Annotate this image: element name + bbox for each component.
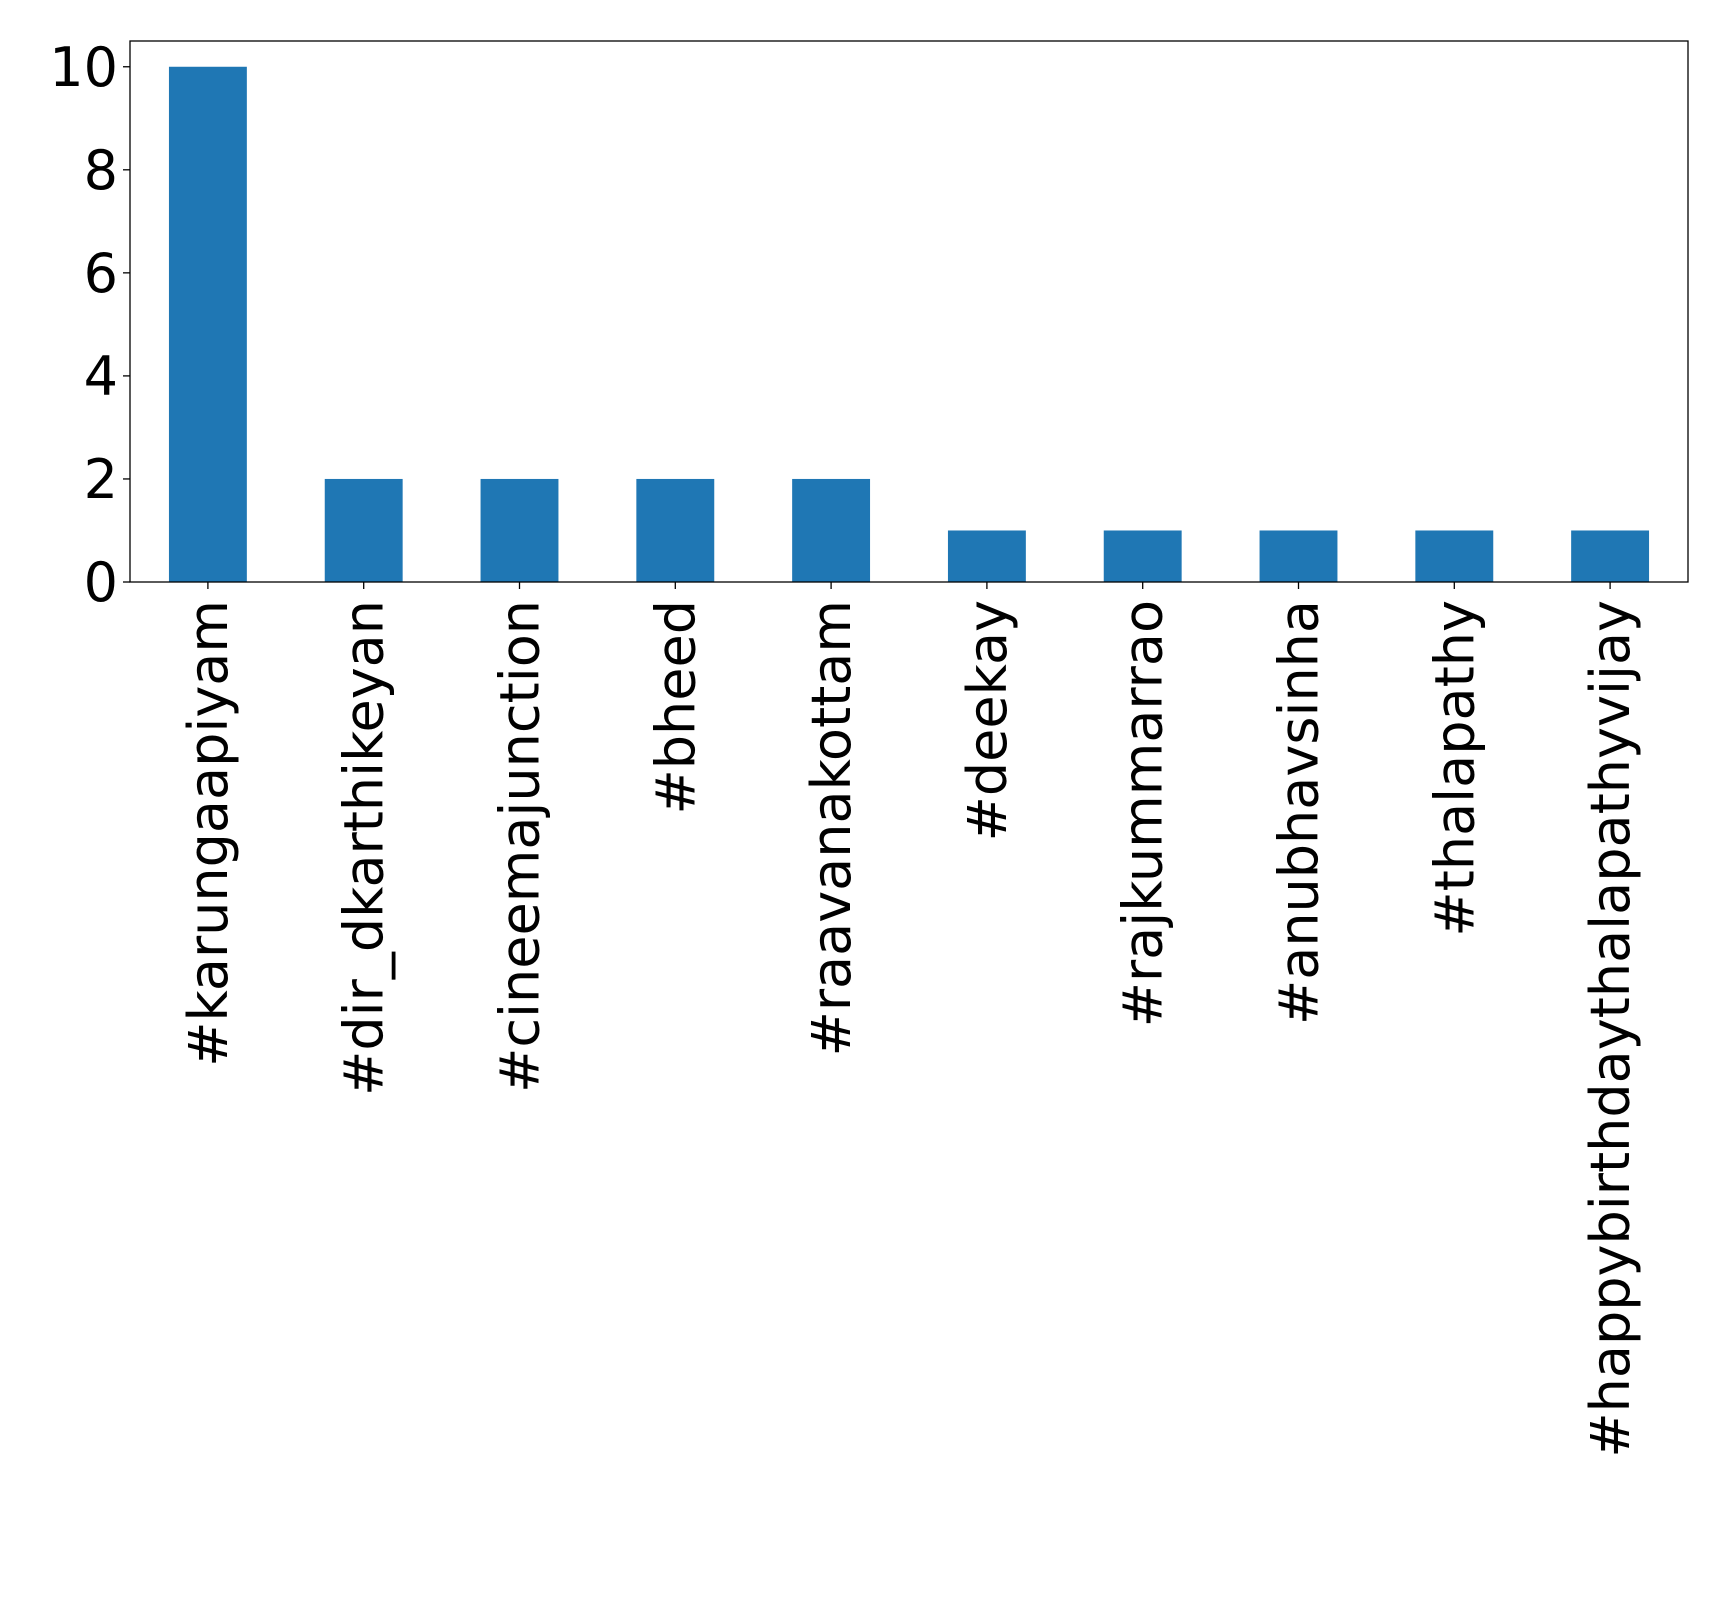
x-tick-label: #bheed: [644, 600, 707, 814]
x-tick-label: #dir_dkarthikeyan: [333, 600, 396, 1096]
x-tick-label: #happybirthdaythalapathyvijay: [1579, 600, 1642, 1458]
bar-2: [480, 478, 559, 582]
x-axis: #karungaapiyam #dir_dkarthikeyan #cineemaj…: [177, 582, 1642, 1458]
bar-0: [168, 66, 247, 582]
bar-5: [947, 530, 1026, 582]
bar-3: [636, 478, 715, 582]
x-tick-label: #thalapathy: [1423, 600, 1486, 937]
bar-9: [1571, 530, 1650, 582]
y-tick-label: 8: [84, 139, 118, 202]
y-tick-label: 6: [84, 242, 118, 305]
x-tick-label: #cineemajunction: [489, 600, 552, 1093]
y-axis: 0 2 4 6 8 10: [49, 36, 130, 614]
plot-frame: [129, 40, 1689, 583]
x-tick-label: #karungaapiyam: [177, 600, 240, 1067]
x-tick-label: #anubhavsinha: [1268, 600, 1331, 1025]
x-tick-label: #rajkummarrao: [1112, 600, 1175, 1027]
y-tick-label: 10: [49, 36, 118, 99]
y-tick-label: 0: [84, 551, 118, 614]
bar-1: [324, 478, 403, 582]
y-tick-label: 4: [84, 345, 118, 408]
bars-layer: [168, 66, 1650, 582]
bar-6: [1103, 530, 1182, 582]
x-tick-label: #deekay: [956, 600, 1019, 841]
y-tick-label: 2: [84, 448, 118, 511]
bar-7: [1259, 530, 1338, 582]
bar-8: [1415, 530, 1494, 582]
bar-4: [792, 478, 871, 582]
x-tick-label: #raavanakottam: [800, 600, 863, 1056]
